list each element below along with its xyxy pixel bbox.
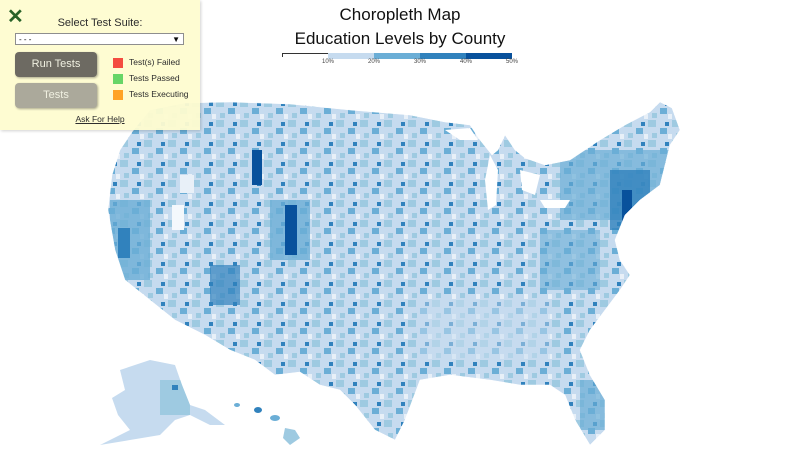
contiguous-us-counties (108, 102, 680, 445)
legend-tick-label: 20% (367, 59, 381, 65)
passed-swatch-icon (113, 73, 123, 84)
test-suite-select[interactable]: - - - ▼ (15, 33, 184, 45)
hawaii-counties (234, 403, 300, 445)
test-suite-panel: ✕ Select Test Suite: - - - ▼ Run Tests T… (0, 0, 200, 130)
map-title: Choropleth Map (339, 5, 461, 24)
great-lakes (445, 128, 570, 210)
legend-axis (282, 53, 328, 54)
legend-tick-label: 50% (505, 59, 519, 65)
legend-tick-label: 30% (413, 59, 427, 65)
status-passed: Tests Passed (113, 73, 180, 84)
test-suite-selected-value: - - - (19, 35, 32, 44)
color-legend: 10% 20% 30% 40% 50% (282, 53, 518, 69)
legend-swatch-40-50 (466, 53, 512, 59)
tests-button[interactable]: Tests (15, 83, 97, 108)
status-label: Tests Passed (129, 73, 180, 83)
ask-for-help-link[interactable]: Ask For Help (75, 114, 125, 124)
legend-tick-label: 40% (459, 59, 473, 65)
status-label: Tests Executing (129, 89, 189, 99)
legend-tick-label: 10% (321, 59, 335, 65)
map-subtitle: Education Levels by County (294, 29, 506, 48)
executing-swatch-icon (113, 89, 123, 100)
legend-swatch-20-30 (374, 53, 420, 59)
chevron-down-icon: ▼ (172, 35, 180, 44)
close-icon[interactable]: ✕ (7, 6, 24, 28)
legend-axis-tick (282, 53, 283, 57)
legend-swatch-30-40 (420, 53, 466, 59)
legend-swatch-10-20 (328, 53, 374, 59)
failed-swatch-icon (113, 57, 123, 68)
run-tests-button[interactable]: Run Tests (15, 52, 97, 77)
status-label: Test(s) Failed (129, 57, 181, 67)
status-failed: Test(s) Failed (113, 57, 180, 68)
alaska-counties (100, 360, 225, 445)
status-executing: Tests Executing (113, 89, 189, 100)
select-suite-label: Select Test Suite: (57, 17, 143, 29)
